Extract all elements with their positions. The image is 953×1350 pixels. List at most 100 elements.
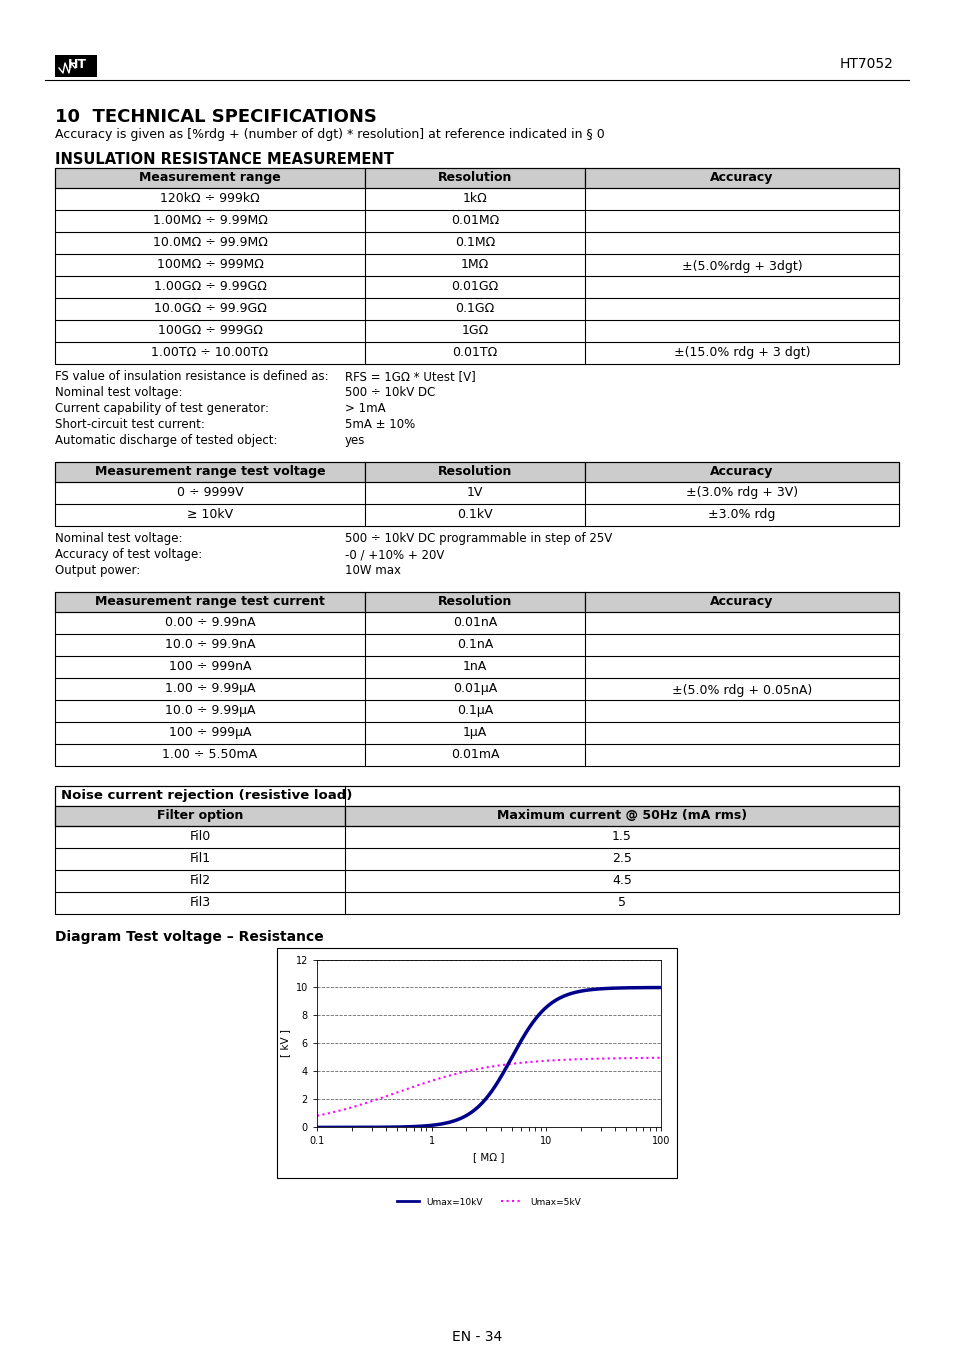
Bar [55,462,365,482]
Text: Resolution: Resolution [437,595,512,608]
Text: 1.00 ÷ 9.99μA: 1.00 ÷ 9.99μA [165,682,255,695]
Text: Measurement range test current: Measurement range test current [95,595,325,608]
Text: Accuracy: Accuracy [710,595,773,608]
Text: ±(5.0%rdg + 3dgt): ±(5.0%rdg + 3dgt) [681,261,801,273]
Text: 0.01TΩ: 0.01TΩ [452,346,497,359]
Text: > 1mA: > 1mA [345,402,385,414]
Text: 120kΩ ÷ 999kΩ: 120kΩ ÷ 999kΩ [160,192,259,205]
Bar [584,593,898,612]
Text: 100GΩ ÷ 999GΩ: 100GΩ ÷ 999GΩ [157,324,262,338]
Text: 1.00GΩ ÷ 9.99GΩ: 1.00GΩ ÷ 9.99GΩ [153,279,266,293]
Text: 1.00TΩ ÷ 10.00TΩ: 1.00TΩ ÷ 10.00TΩ [152,346,269,359]
Text: 1nA: 1nA [462,660,487,674]
Text: 0.1kV: 0.1kV [456,508,493,521]
Text: 1.00MΩ ÷ 9.99MΩ: 1.00MΩ ÷ 9.99MΩ [152,215,267,227]
Text: Fil1: Fil1 [190,852,211,865]
Bar [55,806,345,826]
Text: 1GΩ: 1GΩ [461,324,488,338]
Legend: Umax=10kV, Umax=5kV: Umax=10kV, Umax=5kV [393,1193,584,1210]
Text: Nominal test voltage:: Nominal test voltage: [55,386,182,400]
Text: HT: HT [68,58,87,72]
Text: ±3.0% rdg: ±3.0% rdg [707,508,775,521]
Text: 10W max: 10W max [345,564,400,576]
Text: Output power:: Output power: [55,564,140,576]
Text: Nominal test voltage:: Nominal test voltage: [55,532,182,545]
Text: 0.01nA: 0.01nA [453,616,497,629]
Text: Accuracy: Accuracy [710,464,773,478]
Text: Measurement range test voltage: Measurement range test voltage [94,464,325,478]
Text: FS value of insulation resistance is defined as:: FS value of insulation resistance is def… [55,370,328,383]
Text: 1μA: 1μA [462,726,487,738]
Text: 1MΩ: 1MΩ [460,258,489,271]
Text: 1V: 1V [466,486,482,500]
Bar [345,806,898,826]
Text: 10.0MΩ ÷ 99.9MΩ: 10.0MΩ ÷ 99.9MΩ [152,236,267,248]
Text: ±(5.0% rdg + 0.05nA): ±(5.0% rdg + 0.05nA) [671,684,811,697]
Bar [55,806,898,826]
Bar [276,948,677,1179]
Text: Noise current rejection (resistive load): Noise current rejection (resistive load) [61,788,352,802]
Bar [365,462,584,482]
Text: INSULATION RESISTANCE MEASUREMENT: INSULATION RESISTANCE MEASUREMENT [55,153,394,167]
Text: 10.0 ÷ 99.9nA: 10.0 ÷ 99.9nA [165,639,255,651]
Text: ±(3.0% rdg + 3V): ±(3.0% rdg + 3V) [685,486,798,500]
Text: 100 ÷ 999nA: 100 ÷ 999nA [169,660,251,674]
Text: 0.01GΩ: 0.01GΩ [451,279,498,293]
Text: Filter option: Filter option [156,809,243,822]
Text: 500 ÷ 10kV DC programmable in step of 25V: 500 ÷ 10kV DC programmable in step of 25… [345,532,612,545]
Text: 1.5: 1.5 [612,830,631,842]
Bar [584,167,898,188]
Bar [55,593,365,612]
Text: Fil2: Fil2 [190,873,211,887]
Text: 5: 5 [618,896,625,909]
Text: 2.5: 2.5 [612,852,631,865]
Text: Accuracy is given as [%rdg + (number of dgt) * resolution] at reference indicate: Accuracy is given as [%rdg + (number of … [55,128,604,140]
Bar [365,593,584,612]
Text: HT7052: HT7052 [840,57,893,72]
Text: 0.01μA: 0.01μA [453,682,497,695]
Text: ≥ 10kV: ≥ 10kV [187,508,233,521]
Text: 0.1μA: 0.1μA [456,703,493,717]
Text: -0 / +10% + 20V: -0 / +10% + 20V [345,548,444,562]
Text: Measurement range: Measurement range [139,171,280,184]
Y-axis label: [ kV ]: [ kV ] [280,1030,290,1057]
Bar [55,167,898,364]
Bar [55,593,898,765]
Text: Resolution: Resolution [437,171,512,184]
Bar [55,786,898,914]
Text: ±(15.0% rdg + 3 dgt): ±(15.0% rdg + 3 dgt) [673,346,809,359]
Text: 0 ÷ 9999V: 0 ÷ 9999V [176,486,243,500]
Text: 100MΩ ÷ 999MΩ: 100MΩ ÷ 999MΩ [156,258,263,271]
Text: 0.00 ÷ 9.99nA: 0.00 ÷ 9.99nA [165,616,255,629]
Text: Automatic discharge of tested object:: Automatic discharge of tested object: [55,433,277,447]
Text: 10.0 ÷ 9.99μA: 10.0 ÷ 9.99μA [165,703,255,717]
Text: 0.01MΩ: 0.01MΩ [451,215,498,227]
Text: 0.1MΩ: 0.1MΩ [455,236,495,248]
Bar [55,462,898,526]
Text: Fil0: Fil0 [190,830,211,842]
Text: EN - 34: EN - 34 [452,1330,501,1345]
Text: 0.1nA: 0.1nA [456,639,493,651]
Bar [55,786,898,806]
Text: Accuracy: Accuracy [710,171,773,184]
Bar [584,462,898,482]
Text: 10.0GΩ ÷ 99.9GΩ: 10.0GΩ ÷ 99.9GΩ [153,302,266,315]
Bar [55,167,365,188]
Text: Accuracy of test voltage:: Accuracy of test voltage: [55,548,202,562]
Text: Diagram Test voltage – Resistance: Diagram Test voltage – Resistance [55,930,323,944]
X-axis label: [ MΩ ]: [ MΩ ] [473,1152,504,1162]
Text: Maximum current @ 50Hz (mA rms): Maximum current @ 50Hz (mA rms) [497,809,746,822]
Text: 0.1GΩ: 0.1GΩ [455,302,494,315]
Text: 4.5: 4.5 [612,873,631,887]
Text: Resolution: Resolution [437,464,512,478]
Text: 500 ÷ 10kV DC: 500 ÷ 10kV DC [345,386,435,400]
Text: RFS = 1GΩ * Utest [V]: RFS = 1GΩ * Utest [V] [345,370,476,383]
Text: 0.01mA: 0.01mA [450,748,498,761]
Text: 1kΩ: 1kΩ [462,192,487,205]
Text: 10  TECHNICAL SPECIFICATIONS: 10 TECHNICAL SPECIFICATIONS [55,108,376,126]
Bar [365,167,584,188]
Text: Short-circuit test current:: Short-circuit test current: [55,418,205,431]
Text: 5mA ± 10%: 5mA ± 10% [345,418,415,431]
Text: 100 ÷ 999μA: 100 ÷ 999μA [169,726,251,738]
Text: yes: yes [345,433,365,447]
